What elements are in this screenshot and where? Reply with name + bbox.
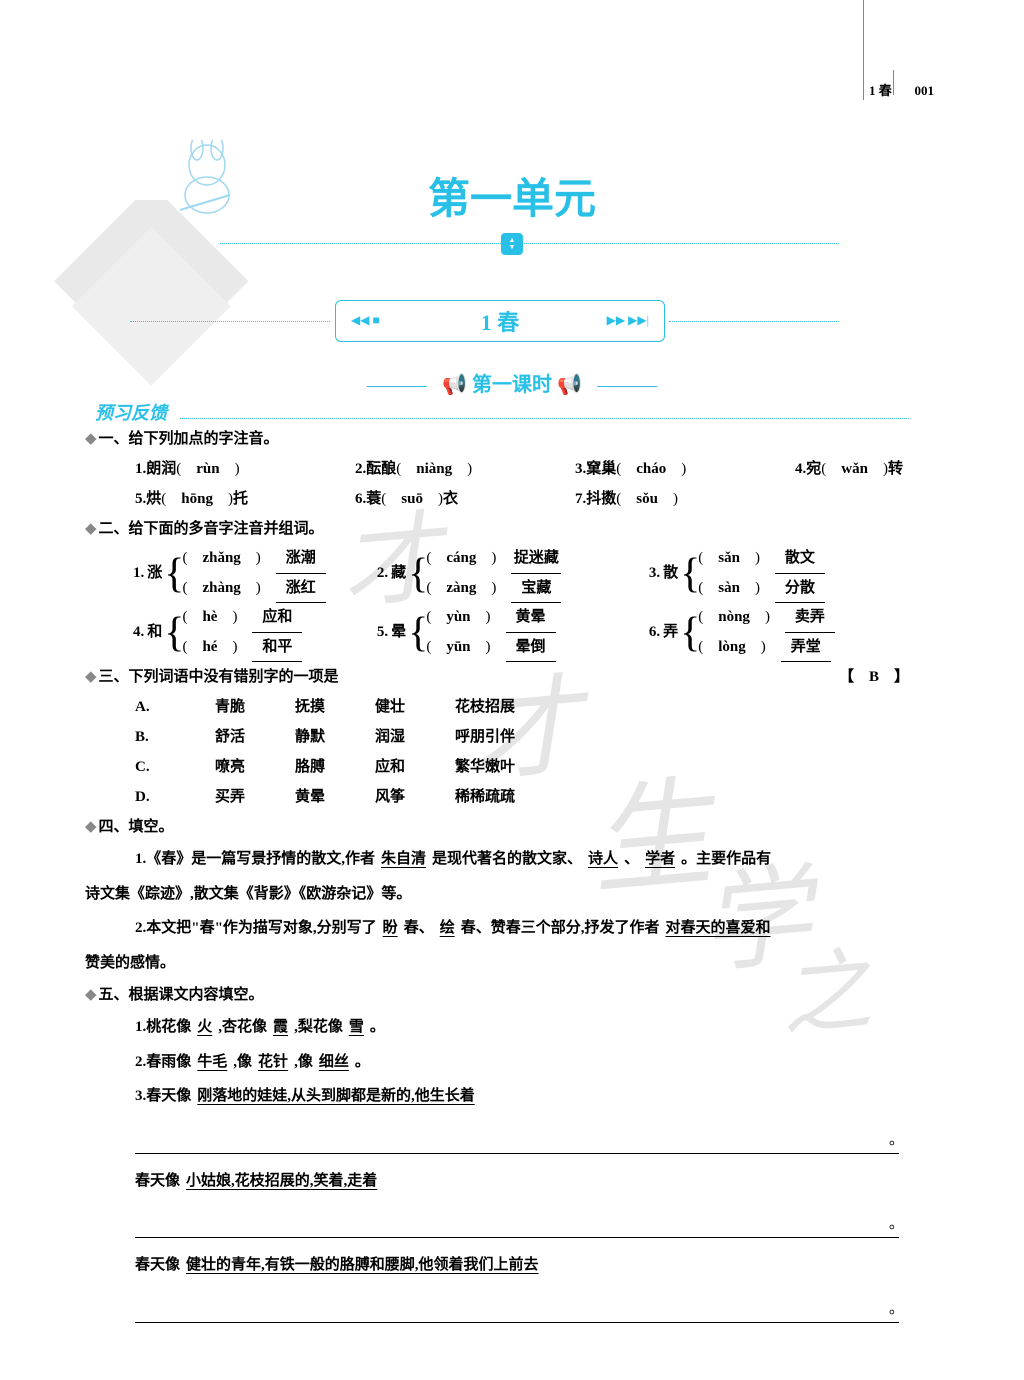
chapter-ref: 1 春 [869,83,892,98]
title-button-icon [501,233,523,255]
q2-row1: 1.涨{ ( zhǎng ) 涨潮 ( zhàng ) 涨红 2.藏{ ( cá… [85,544,909,603]
q2-group-1: 1.涨{ ( zhǎng ) 涨潮 ( zhàng ) 涨红 [85,544,357,603]
q3-option-a: A.青脆抚摸健壮花枝招展 [135,692,909,722]
q1-row2: 5.烘( hōng )托 6.蓑( suō )衣 7.抖擞( sǒu ) [135,484,909,514]
bullet-icon: ◆ [85,819,97,835]
q2-row2: 4.和{ ( hè ) 应和 ( hé ) 和平 5.晕{ ( yùn ) 黄晕… [85,603,909,662]
q4-title: 四、填空。 [99,819,174,835]
q5-item-2: 2.春雨像牛毛,像花针,像细丝。 [135,1045,909,1080]
q2-group-4: 4.和{ ( hè ) 应和 ( hé ) 和平 [85,603,357,662]
q2-group-6: 6.弄{ ( nòng ) 卖弄 ( lòng ) 弄堂 [629,603,901,662]
q1: ◆一、给下列加点的字注音。 1.朗润( rùn ) 2.酝酿( niàng ) … [85,424,909,514]
q4-item-1: 1.《春》是一篇写景抒情的散文,作者朱自清是现代著名的散文家、诗人、学者。主要作… [135,842,909,877]
q1-title: 一、给下列加点的字注音。 [99,431,279,447]
q1-row1: 1.朗润( rùn ) 2.酝酿( niàng ) 3.窠巢( cháo ) 4… [135,454,909,484]
q1-item-3: 3.窠巢( cháo ) [575,454,795,484]
speaker-left-icon: 📢 [442,374,467,396]
speaker-right-icon: 📢 [557,374,582,396]
title-line [220,243,839,244]
q3-option-b: B.舒活静默润湿呼朋引伴 [135,722,909,752]
q5: ◆五、根据课文内容填空。 1.桃花像火,杏花像霞,梨花像雪。 2.春雨像牛毛,像… [85,980,909,1323]
lesson-dotted-right [669,321,839,322]
blank-line-2: 。 [135,1206,899,1238]
q1-item-5: 5.烘( hōng )托 [135,484,355,514]
next-icon: ▶▶ ▶▶| [607,313,649,328]
q5-item-1: 1.桃花像火,杏花像霞,梨花像雪。 [135,1010,909,1045]
q1-item-7: 7.抖擞( sǒu ) [575,484,678,514]
q1-item-2: 2.酝酿( niàng ) [355,454,575,484]
q2-group-3: 3.散{ ( sǎn ) 散文 ( sàn ) 分散 [629,544,901,603]
q1-item-4: 4.宛( wǎn )转 [795,454,903,484]
q3-option-c: C.嘹亮胳膊应和繁华嫩叶 [135,752,909,782]
section-dotted-line [180,418,909,419]
bullet-icon: ◆ [85,431,97,447]
q4-item-2: 2.本文把"春"作为描写对象,分别写了盼春、绘春、赞春三个部分,抒发了作者对春天… [135,911,909,946]
q1-item-6: 6.蓑( suō )衣 [355,484,575,514]
class-session-text: 第一课时 [472,374,552,396]
q5-title: 五、根据课文内容填空。 [99,987,264,1003]
blank-line-1: 。 [135,1122,899,1154]
q2-group-2: 2.藏{ ( cáng ) 捉迷藏 ( zàng ) 宝藏 [357,544,629,603]
bullet-icon: ◆ [85,987,97,1003]
lesson-title: 1 春 [481,305,520,337]
q2-group-5: 5.晕{ ( yùn ) 黄晕 ( yūn ) 晕倒 [357,603,629,662]
q5-item-3-line1: 3.春天像刚落地的娃娃,从头到脚都是新的,他生长着 [135,1079,909,1114]
q4-item-2-line2: 赞美的感情。 [85,946,909,981]
blank-line-3: 。 [135,1291,899,1323]
page-header: 1 春 001 [869,80,934,99]
class-session: 📢 第一课时 📢 [0,368,1024,397]
q5-item-3-line2: 春天像小姑娘,花枝招展的,笑着,走着 [135,1164,909,1199]
q4-item-1-line2: 诗文集《踪迹》,散文集《背影》《欧游杂记》等。 [85,877,909,912]
page-number: 001 [915,83,935,98]
section-header: 预习反馈 [95,399,167,425]
header-divider-tall [863,0,864,100]
q2-title: 二、给下面的多音字注音并组词。 [99,521,324,537]
q3-answer: 【 B 】 [839,662,909,692]
q3: ◆三、下列词语中没有错别字的一项是 【 B 】 A.青脆抚摸健壮花枝招展 B.舒… [85,662,909,812]
content-area: ◆一、给下列加点的字注音。 1.朗润( rùn ) 2.酝酿( niàng ) … [85,424,909,1323]
lesson-box: ◀◀ ■ 1 春 ▶▶ ▶▶| [335,300,665,342]
q2: ◆二、给下面的多音字注音并组词。 1.涨{ ( zhǎng ) 涨潮 ( zhà… [85,514,909,662]
q4: ◆四、填空。 1.《春》是一篇写景抒情的散文,作者朱自清是现代著名的散文家、诗人… [85,812,909,980]
q5-item-3-line3: 春天像健壮的青年,有铁一般的胳膊和腰脚,他领着我们上前去 [135,1248,909,1283]
bullet-icon: ◆ [85,521,97,537]
q3-title: 三、下列词语中没有错别字的一项是 [99,669,339,685]
prev-icon: ◀◀ ■ [351,313,380,328]
bullet-icon: ◆ [85,669,97,685]
unit-title: 第一单元 [0,165,1024,226]
q3-option-d: D.买弄黄晕风筝稀稀疏疏 [135,782,909,812]
lesson-dotted-left [130,321,330,322]
q1-item-1: 1.朗润( rùn ) [135,454,355,484]
